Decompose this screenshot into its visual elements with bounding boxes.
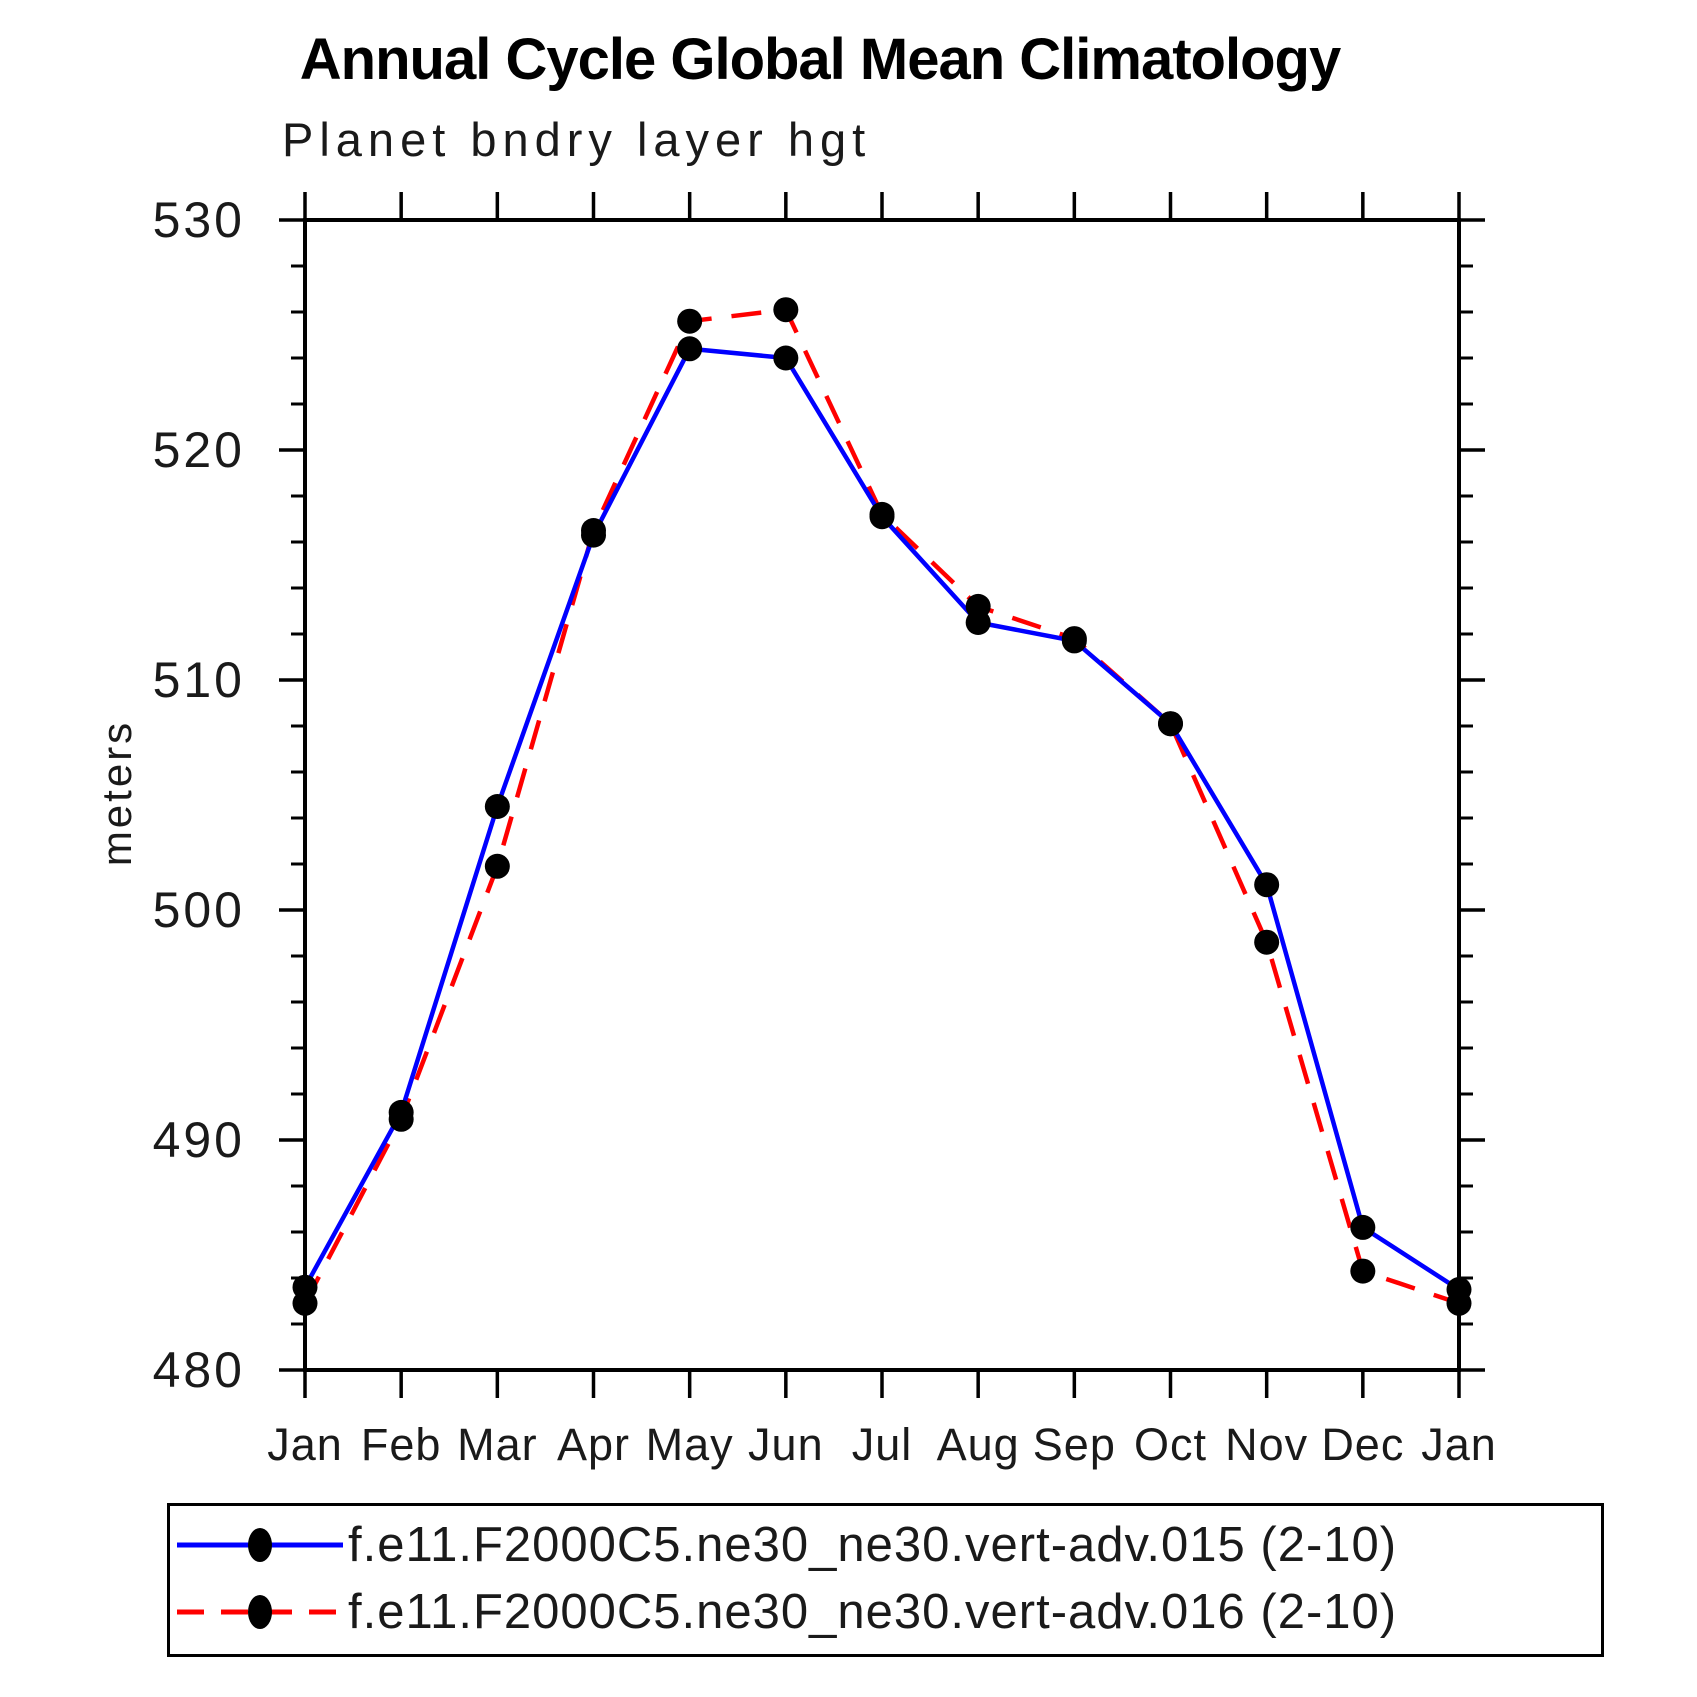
data-point-marker: [1350, 1258, 1376, 1284]
x-tick-label: Jan: [267, 1419, 343, 1470]
x-tick-label: Oct: [1134, 1419, 1207, 1470]
y-tick-label: 530: [153, 192, 245, 248]
x-tick-label: Mar: [457, 1419, 538, 1470]
series-line-dashed: [303, 307, 1460, 1306]
x-tick-label: Nov: [1225, 1419, 1308, 1470]
x-tick-label: Jul: [852, 1419, 913, 1470]
x-tick-label: Sep: [1033, 1419, 1116, 1470]
plot-frame: [303, 218, 1461, 1372]
data-point-marker: [1254, 929, 1280, 955]
data-point-marker: [1446, 1290, 1472, 1316]
data-point-marker: [773, 345, 799, 371]
chart-subtitle: Planet bndry layer hgt: [282, 113, 872, 166]
legend-line-sample: [177, 1528, 343, 1562]
y-tick-label: 500: [153, 882, 245, 938]
series-line-solid: [303, 346, 1461, 1292]
x-tick-label: Apr: [557, 1419, 630, 1470]
x-tick-label: Feb: [361, 1419, 442, 1470]
data-point-marker: [388, 1106, 414, 1132]
legend-item: f.e11.F2000C5.ne30_ne30.vert-adv.015 (2-…: [170, 1512, 1601, 1579]
x-tick-label: Dec: [1321, 1419, 1404, 1470]
y-tick-label: 510: [153, 652, 245, 708]
data-point-marker: [677, 308, 703, 334]
y-tick-label: 490: [153, 1112, 245, 1168]
data-point-marker: [773, 297, 799, 323]
legend-marker-icon: [248, 1528, 272, 1562]
legend-item: f.e11.F2000C5.ne30_ne30.vert-adv.016 (2-…: [170, 1579, 1601, 1646]
data-point-marker: [677, 336, 703, 362]
legend: f.e11.F2000C5.ne30_ne30.vert-adv.015 (2-…: [167, 1503, 1604, 1657]
x-tick-label: Aug: [937, 1419, 1020, 1470]
chart-title: Annual Cycle Global Mean Climatology: [299, 27, 1341, 92]
data-point-marker: [1254, 872, 1280, 898]
data-point-marker: [869, 501, 895, 527]
x-tick-label: Jun: [748, 1419, 824, 1470]
data-point-marker: [484, 853, 510, 879]
legend-line-sample: [177, 1595, 343, 1629]
y-tick-label: 520: [153, 422, 245, 478]
x-tick-label: Jan: [1421, 1419, 1497, 1470]
y-tick-label: 480: [153, 1342, 245, 1398]
data-point-marker: [1061, 626, 1087, 652]
data-point-marker: [292, 1290, 318, 1316]
legend-label: f.e11.F2000C5.ne30_ne30.vert-adv.015 (2-…: [348, 1518, 1398, 1572]
legend-label: f.e11.F2000C5.ne30_ne30.vert-adv.016 (2-…: [348, 1585, 1398, 1639]
data-point-marker: [581, 518, 606, 543]
data-point-marker: [965, 593, 991, 619]
data-point-marker: [1350, 1214, 1376, 1240]
legend-marker-icon: [248, 1595, 272, 1629]
data-point-marker: [1158, 711, 1183, 737]
data-point-marker: [484, 794, 510, 819]
x-tick-label: May: [646, 1419, 734, 1470]
